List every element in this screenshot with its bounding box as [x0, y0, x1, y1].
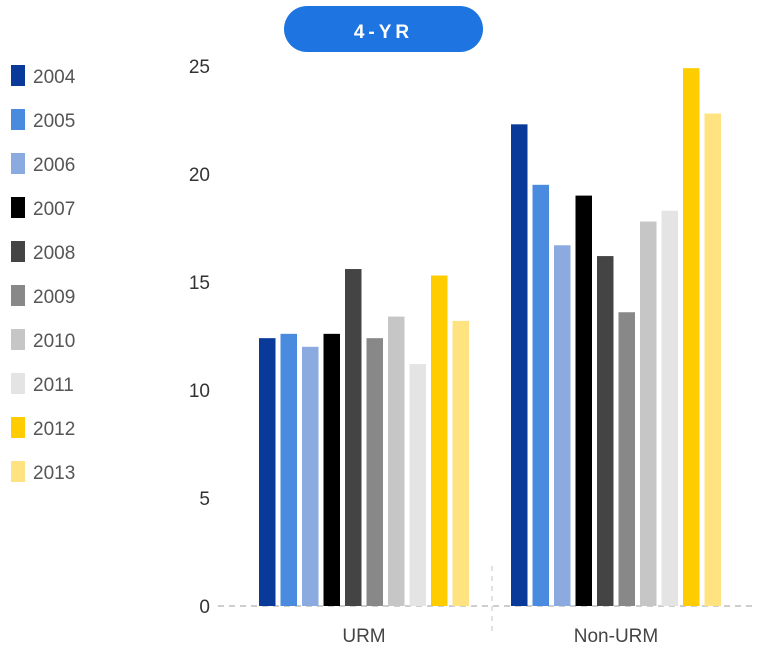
- y-tick-label: 5: [199, 489, 210, 510]
- bar-2012-non-urm: [683, 68, 700, 606]
- legend-label: 2004: [33, 67, 76, 88]
- legend-swatch-2010: [11, 329, 25, 350]
- bar-2009-urm: [366, 338, 383, 606]
- bar-2006-urm: [302, 346, 319, 606]
- legend-swatch-2013: [11, 461, 25, 482]
- legend-label: 2010: [33, 331, 75, 352]
- y-tick-label: 20: [189, 165, 210, 186]
- x-tick-label: Non-URM: [574, 626, 658, 645]
- legend-label: 2013: [33, 463, 75, 484]
- legend-label: 2011: [33, 375, 74, 396]
- bar-2005-non-urm: [532, 184, 549, 607]
- bar-2004-non-urm: [511, 124, 528, 606]
- legend-swatch-2005: [11, 109, 25, 130]
- legend-swatch-2006: [11, 153, 25, 174]
- title-badge: [284, 6, 483, 52]
- legend-swatch-2007: [11, 197, 25, 218]
- y-tick-label: 10: [189, 381, 210, 402]
- legend-swatch-2004: [11, 65, 25, 86]
- bar-2010-urm: [388, 316, 405, 606]
- legend-swatch-2011: [11, 373, 25, 394]
- x-tick-label: URM: [342, 626, 385, 645]
- legend-label: 2009: [33, 287, 75, 308]
- bar-2009-non-urm: [618, 312, 635, 606]
- legend-swatch-2012: [11, 417, 25, 438]
- bar-2011-non-urm: [661, 210, 678, 606]
- y-tick-label: 15: [189, 273, 210, 294]
- legend-label: 2008: [33, 243, 75, 264]
- legend-label: 2006: [33, 155, 75, 176]
- bar-2006-non-urm: [554, 245, 571, 606]
- bar-2004-urm: [259, 338, 276, 606]
- bar-2012-urm: [431, 275, 448, 606]
- legend-label: 2012: [33, 419, 75, 440]
- bar-2005-urm: [280, 333, 297, 606]
- y-tick-label: 25: [189, 57, 210, 78]
- bar-2007-urm: [323, 333, 340, 606]
- bar-2008-urm: [345, 269, 362, 606]
- legend-swatch-2009: [11, 285, 25, 306]
- y-tick-label: 0: [199, 597, 210, 618]
- legend-swatch-2008: [11, 241, 25, 262]
- bar-2013-non-urm: [704, 113, 721, 607]
- legend-label: 2007: [33, 199, 75, 220]
- bar-2011-urm: [409, 364, 426, 606]
- title-badge-label: 4-YR: [354, 22, 413, 43]
- bar-2013-urm: [452, 320, 469, 606]
- bar-2008-non-urm: [597, 256, 614, 606]
- bar-2010-non-urm: [640, 221, 657, 606]
- legend-label: 2005: [33, 111, 75, 132]
- bar-2007-non-urm: [575, 195, 592, 606]
